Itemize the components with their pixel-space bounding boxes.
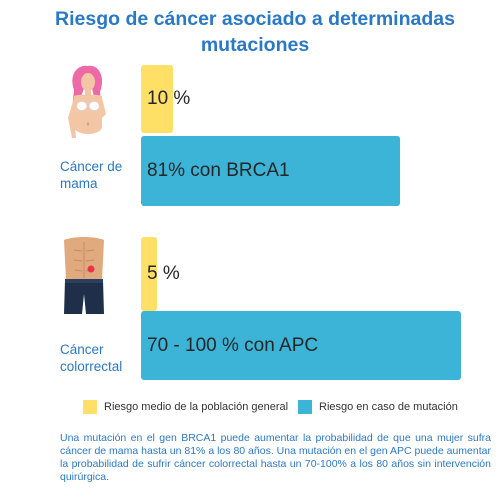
legend-swatch-mutation: [298, 400, 312, 414]
legend-item-general: Riesgo medio de la población general: [83, 400, 288, 414]
bar-colorectal-general: 5 %: [141, 237, 180, 311]
bar-label-breast-mutation: 81% con BRCA1: [147, 160, 290, 181]
legend-swatch-general: [83, 400, 97, 414]
category-label-breast-line2: mama: [60, 176, 98, 191]
bar-breast-general: 10 %: [141, 65, 190, 133]
legend-item-mutation: Riesgo en caso de mutación: [298, 400, 458, 414]
bar-label-colorectal-general: 5 %: [147, 263, 180, 284]
bar-breast-mutation: 81% con BRCA1: [141, 136, 400, 206]
woman-torso-icon: [68, 65, 106, 138]
bar-label-breast-general: 10 %: [147, 88, 191, 109]
category-label-colorectal-line1: Cáncer: [60, 342, 104, 357]
bar-colorectal-mutation: 70 - 100 % con APC: [141, 311, 461, 380]
category-label-colorectal: Cáncer colorrectal: [60, 341, 122, 375]
category-label-breast-line1: Cáncer de: [60, 159, 123, 174]
bar-label-colorectal-mutation: 70 - 100 % con APC: [147, 334, 319, 356]
category-label-colorectal-line2: colorrectal: [60, 359, 123, 374]
legend-label-general: Riesgo medio de la población general: [104, 401, 289, 413]
category-label-breast: Cáncer de mama: [60, 158, 122, 192]
footnote: Una mutación en el gen BRCA1 puede aumen…: [60, 432, 491, 483]
legend-label-mutation: Riesgo en caso de mutación: [319, 401, 458, 413]
chart-title: Riesgo de cáncer asociado a determinadas…: [55, 8, 455, 56]
abdomen-icon: [64, 237, 104, 314]
